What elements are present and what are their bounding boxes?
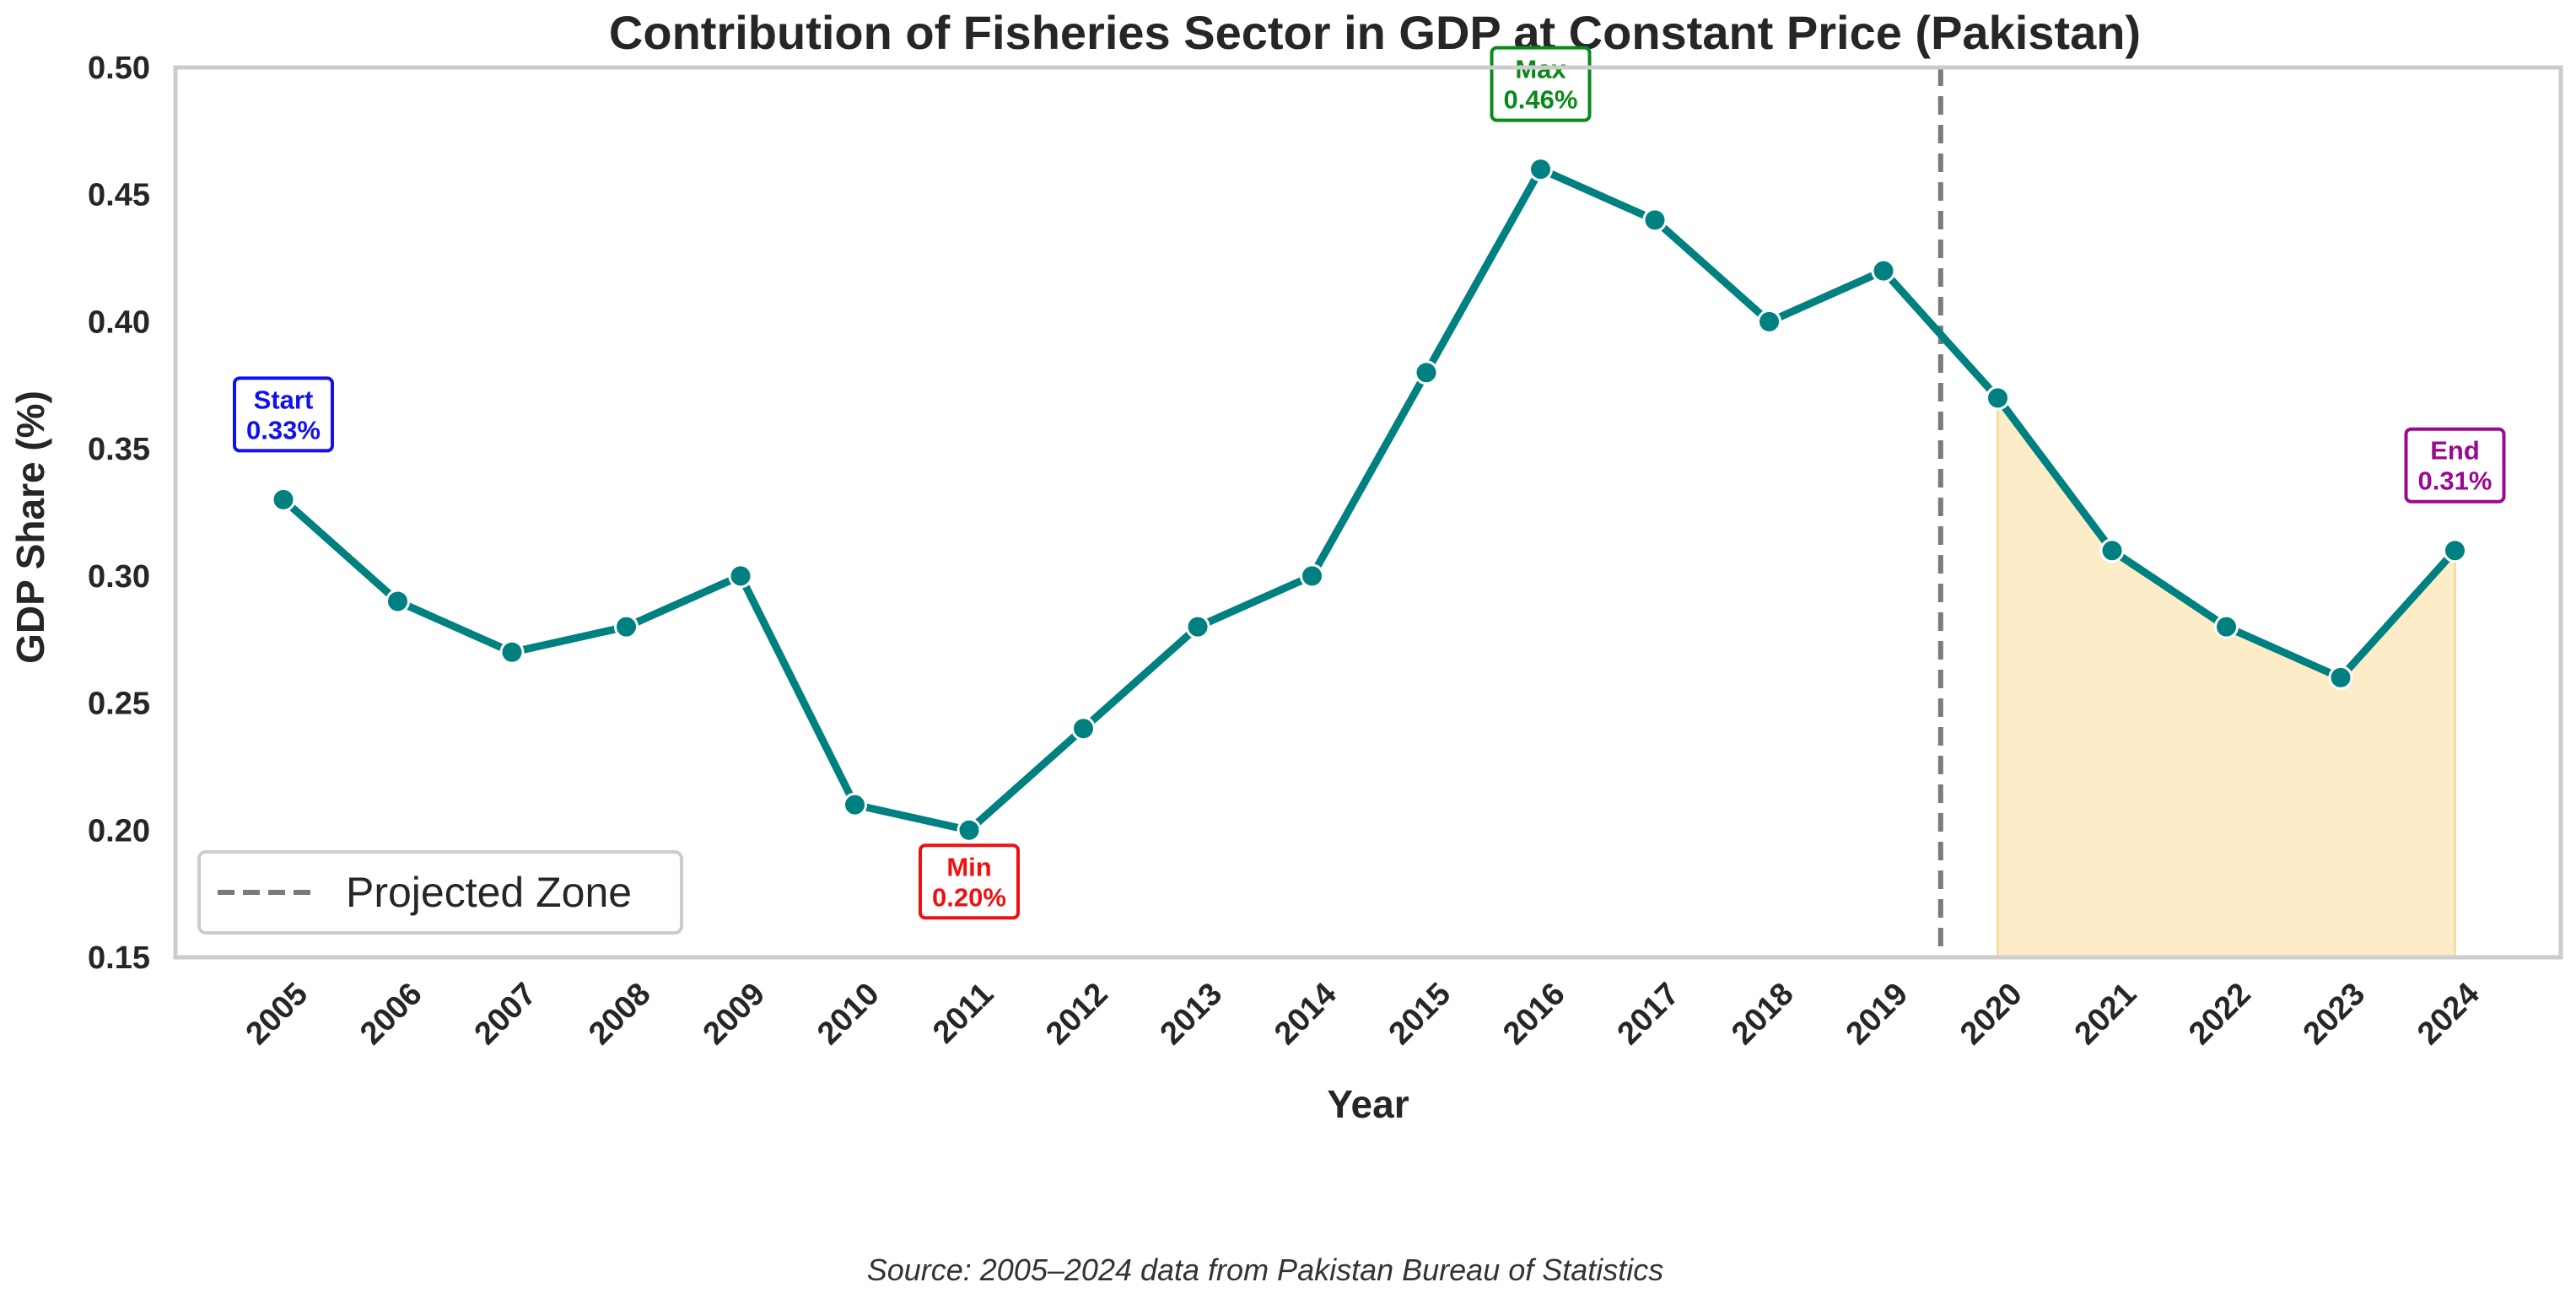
data-point-2013 (1185, 614, 1210, 639)
plot-frame (173, 65, 2563, 960)
series-line (279, 165, 2459, 834)
y-tick-label-0.50: 0.50 (88, 51, 150, 86)
x-tick-label-2019: 2019 (1840, 976, 1915, 1051)
x-tick-label-2008: 2008 (582, 976, 657, 1051)
data-point-2006 (385, 589, 410, 614)
data-point-2019 (1871, 258, 1896, 283)
data-point-2009 (728, 563, 753, 589)
data-point-2016 (1528, 157, 1553, 182)
series-line-layer (279, 165, 2459, 834)
x-tick-label-2013: 2013 (1154, 976, 1229, 1051)
annotation-min-value: 0.20% (932, 882, 1006, 912)
annotation-end-title: End (2430, 436, 2480, 466)
data-point-2020 (1986, 385, 2010, 411)
annotation-start-value: 0.33% (246, 415, 321, 444)
annotation-min-title: Min (946, 852, 991, 881)
legend-box (197, 850, 683, 935)
data-point-2017 (1642, 207, 1668, 233)
x-tick-label-2014: 2014 (1268, 976, 1343, 1051)
data-point-2008 (614, 614, 639, 639)
x-tick-label-2015: 2015 (1382, 976, 1458, 1051)
x-tick-label-2006: 2006 (353, 976, 428, 1051)
y-axis-label: GDP Share (%) (8, 391, 52, 664)
data-point-2023 (2328, 665, 2353, 690)
annotation-end-value: 0.31% (2418, 466, 2492, 496)
x-tick-label-2009: 2009 (697, 976, 772, 1051)
data-point-2011 (957, 817, 982, 843)
data-point-2015 (1414, 360, 1439, 385)
x-tick-label-2018: 2018 (1725, 976, 1800, 1051)
data-point-2022 (2214, 614, 2239, 639)
annotation-start-box (233, 376, 334, 453)
y-tick-label-0.25: 0.25 (88, 687, 150, 722)
x-tick-label-2022: 2022 (2182, 976, 2257, 1051)
x-tick-label-2011: 2011 (926, 976, 1000, 1050)
legend-label: Projected Zone (346, 869, 632, 916)
data-point-2021 (2099, 538, 2125, 563)
chart-title: Contribution of Fisheries Sector in GDP … (609, 6, 2141, 59)
annotation-end-box (2404, 427, 2506, 504)
annotation-max-value: 0.46% (1504, 85, 1578, 115)
x-tick-label-2017: 2017 (1611, 976, 1686, 1051)
data-point-2012 (1071, 716, 1096, 741)
x-tick-label-2007: 2007 (468, 976, 543, 1051)
data-point-2010 (843, 792, 867, 817)
source-note: Source: 2005–2024 data from Pakistan Bur… (867, 1253, 1664, 1287)
x-tick-label-2020: 2020 (1954, 976, 2029, 1051)
y-axis: 0.15 0.20 0.25 0.30 0.35 0.40 0.45 0.50 (88, 51, 150, 976)
x-axis-label: Year (1327, 1082, 1409, 1126)
x-axis: 2005 2006 2007 2008 2009 2010 2011 2012 2013 2014… (240, 976, 2487, 1051)
annotation-min-box (919, 843, 1020, 920)
y-tick-label-0.45: 0.45 (88, 178, 150, 213)
y-tick-label-0.15: 0.15 (88, 940, 150, 976)
y-tick-label-0.40: 0.40 (88, 304, 150, 340)
legend: Projected Zone (197, 850, 683, 935)
x-tick-label-2010: 2010 (811, 976, 886, 1051)
x-tick-label-2021: 2021 (2068, 976, 2143, 1051)
annotation-start-title: Start (254, 385, 314, 414)
y-tick-label-0.20: 0.20 (88, 813, 150, 849)
x-tick-label-2012: 2012 (1039, 976, 1114, 1051)
data-point-2014 (1300, 563, 1324, 589)
data-point-2007 (499, 639, 525, 665)
x-tick-label-2024: 2024 (2411, 976, 2486, 1051)
x-tick-label-2016: 2016 (1496, 976, 1571, 1051)
plot-frame-layer (173, 65, 2563, 960)
y-tick-label-0.30: 0.30 (88, 559, 150, 595)
y-tick-label-0.35: 0.35 (88, 432, 150, 467)
data-points-layer (271, 157, 2467, 843)
data-point-2024 (2443, 538, 2467, 563)
data-point-2005 (271, 487, 296, 512)
x-tick-label-2023: 2023 (2297, 976, 2372, 1051)
data-point-2018 (1757, 309, 1781, 334)
x-tick-label-2005: 2005 (240, 976, 315, 1051)
